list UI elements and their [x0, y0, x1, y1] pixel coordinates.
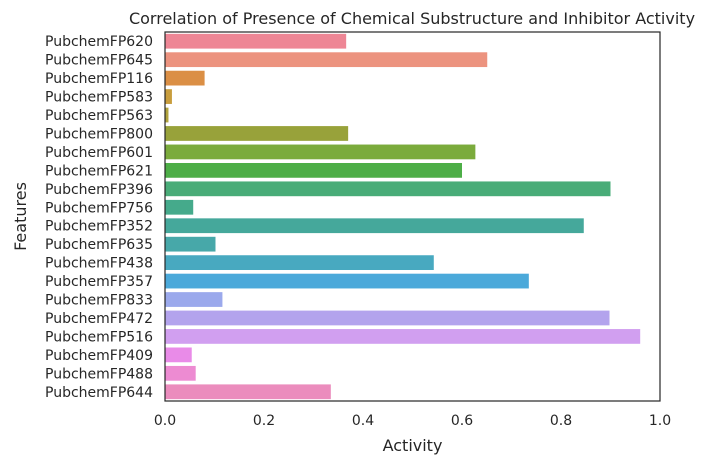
y-tick-label: PubchemFP800 — [45, 126, 153, 142]
x-tick-label: 0.4 — [352, 413, 374, 429]
bar-pubchemfp409 — [165, 347, 192, 363]
chart-title: Correlation of Presence of Chemical Subs… — [129, 9, 695, 28]
bar-pubchemfp620 — [165, 33, 347, 49]
y-tick-label: PubchemFP396 — [45, 182, 153, 198]
y-tick-label: PubchemFP644 — [45, 385, 153, 401]
bar-pubchemfp645 — [165, 52, 488, 68]
y-tick-label: PubchemFP620 — [45, 34, 153, 50]
y-axis-label: Features — [11, 182, 30, 251]
x-tick-label: 0.0 — [154, 413, 176, 429]
y-tick-label: PubchemFP409 — [45, 348, 153, 364]
bar-pubchemfp833 — [165, 292, 223, 307]
bar-pubchemfp516 — [165, 329, 641, 344]
x-tick-label: 0.2 — [253, 413, 275, 429]
y-tick-label: PubchemFP621 — [45, 163, 153, 179]
bar-pubchemfp472 — [165, 310, 610, 326]
y-tick-label: PubchemFP756 — [45, 200, 153, 216]
bar-pubchemfp563 — [165, 107, 169, 123]
y-tick-label: PubchemFP833 — [45, 293, 153, 309]
bar-pubchemfp396 — [165, 181, 611, 197]
y-tick-labels: PubchemFP620 PubchemFP645 PubchemFP116 Pubc… — [45, 34, 153, 401]
bar-pubchemfp357 — [165, 273, 529, 289]
bar-pubchemfp635 — [165, 236, 216, 252]
bar-pubchemfp438 — [165, 255, 434, 271]
bar-pubchemfp488 — [165, 365, 196, 381]
plot-frame — [164, 31, 661, 402]
bar-pubchemfp601 — [165, 144, 476, 160]
x-tick-label: 0.8 — [550, 413, 572, 429]
bar-pubchemfp583 — [165, 89, 172, 104]
bar-pubchemfp352 — [165, 218, 584, 234]
bars-group — [165, 33, 641, 400]
bar-pubchemfp644 — [165, 384, 331, 400]
y-tick-label: PubchemFP472 — [45, 311, 153, 327]
bar-pubchemfp756 — [165, 199, 194, 215]
y-tick-label: PubchemFP116 — [45, 71, 153, 87]
x-tick-label: 1.0 — [649, 413, 671, 429]
y-tick-label: PubchemFP438 — [45, 256, 153, 272]
y-tick-label: PubchemFP488 — [45, 366, 153, 382]
bar-pubchemfp621 — [165, 162, 462, 178]
x-axis-label: Activity — [383, 436, 443, 455]
bar-pubchemfp800 — [165, 126, 349, 141]
y-tick-label: PubchemFP516 — [45, 329, 153, 345]
x-tick-label: 0.6 — [451, 413, 473, 429]
y-tick-label: PubchemFP645 — [45, 53, 153, 69]
y-tick-label: PubchemFP352 — [45, 219, 153, 235]
y-tick-label: PubchemFP357 — [45, 274, 153, 290]
x-ticks: 0.0 0.2 0.4 0.6 0.8 1.0 — [154, 413, 671, 429]
y-tick-label: PubchemFP635 — [45, 237, 153, 253]
y-tick-label: PubchemFP601 — [45, 145, 153, 161]
y-tick-label: PubchemFP563 — [45, 108, 153, 124]
y-tick-label: PubchemFP583 — [45, 90, 153, 106]
bar-pubchemfp116 — [165, 70, 205, 86]
